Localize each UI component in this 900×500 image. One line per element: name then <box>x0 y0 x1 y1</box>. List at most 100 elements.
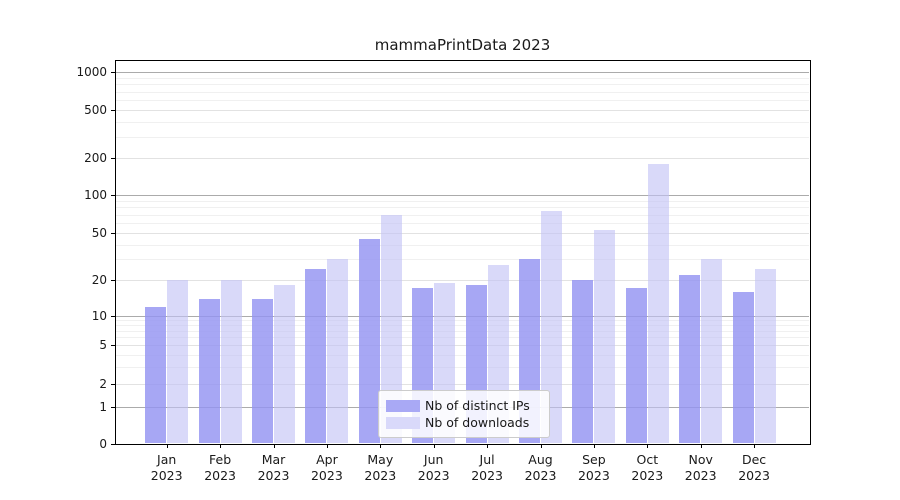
y-tick-label: 1000 <box>76 65 107 79</box>
gridline <box>116 280 809 281</box>
bar-downloads-sep <box>594 230 616 443</box>
gridline <box>116 233 809 235</box>
gridline <box>116 214 809 216</box>
x-tick-year: 2023 <box>684 468 717 483</box>
x-tick-year: 2023 <box>257 468 290 483</box>
x-tick-month: Nov <box>688 452 713 467</box>
x-tick-label-apr: Apr 2023 <box>295 452 359 484</box>
x-tick-mark <box>647 444 649 448</box>
legend-swatch-distinct-ips <box>386 400 420 412</box>
bar-downloads-may <box>380 214 402 443</box>
bar-ips-jan <box>145 306 167 443</box>
x-tick-label-jul: Jul 2023 <box>455 452 519 484</box>
bar-downloads-feb <box>220 280 242 443</box>
x-tick-label-may: May 2023 <box>348 452 412 484</box>
x-tick-mark <box>754 444 756 448</box>
x-tick-mark <box>593 444 595 448</box>
gridline <box>116 77 809 79</box>
x-tick-year: 2023 <box>524 468 557 483</box>
bar-downloads-mar <box>274 285 295 443</box>
x-tick-month: Oct <box>636 452 659 467</box>
bar-ips-mar <box>252 298 273 443</box>
x-tick-year: 2023 <box>738 468 770 483</box>
x-tick-year: 2023 <box>471 468 503 483</box>
y-tick-mark <box>111 195 115 196</box>
gridline <box>116 207 809 209</box>
x-tick-year: 2023 <box>150 468 183 483</box>
y-tick-label: 100 <box>84 188 107 202</box>
y-tick-label: 5 <box>99 338 107 352</box>
gridline <box>116 121 809 123</box>
bar-downloads-nov <box>701 259 723 443</box>
x-tick-month: May <box>367 452 394 467</box>
y-tick-label: 0 <box>99 437 107 451</box>
gridline <box>116 337 809 339</box>
y-tick-label: 20 <box>91 273 107 287</box>
gridline <box>116 110 809 111</box>
y-tick-label: 1 <box>99 400 107 414</box>
x-tick-label-nov: Nov 2023 <box>669 452 733 484</box>
x-tick-mark <box>220 444 222 448</box>
x-tick-month: Jun <box>423 452 444 467</box>
x-tick-mark <box>540 444 542 448</box>
x-tick-mark <box>433 444 435 448</box>
y-tick-mark <box>111 110 115 111</box>
legend-label-downloads: Nb of downloads <box>425 415 530 430</box>
bar-downloads-dec <box>754 268 776 443</box>
x-tick-label-dec: Dec 2023 <box>722 452 786 484</box>
bar-downloads-apr <box>327 259 349 443</box>
x-tick-month: Apr <box>316 452 338 467</box>
gridline <box>116 91 809 93</box>
gridline <box>116 366 809 368</box>
gridline <box>116 100 809 101</box>
x-tick-year: 2023 <box>577 468 610 483</box>
x-tick-mark <box>273 444 275 448</box>
bar-ips-apr <box>305 268 327 443</box>
bar-ips-may <box>358 238 380 443</box>
bar-ips-feb <box>198 298 220 443</box>
legend-label-distinct-ips: Nb of distinct IPs <box>425 398 530 413</box>
gridline <box>116 345 809 346</box>
x-tick-year: 2023 <box>364 468 397 483</box>
x-tick-label-jan: Jan 2023 <box>135 452 199 484</box>
y-tick-mark <box>111 384 115 386</box>
gridline <box>116 325 809 327</box>
bar-ips-sep <box>572 280 594 443</box>
x-tick-mark <box>700 444 702 448</box>
gridline <box>116 84 809 86</box>
x-tick-label-mar: Mar 2023 <box>242 452 306 484</box>
x-tick-month: Feb <box>209 452 232 467</box>
gridline <box>116 354 809 356</box>
x-tick-month: Sep <box>582 452 606 467</box>
x-tick-label-oct: Oct 2023 <box>615 452 679 484</box>
x-tick-month: Dec <box>741 452 767 467</box>
y-tick-mark <box>111 280 115 281</box>
x-tick-mark <box>487 444 489 448</box>
x-tick-year: 2023 <box>417 468 450 483</box>
bar-downloads-oct <box>647 164 669 443</box>
legend: Nb of distinct IPs Nb of downloads <box>378 390 550 438</box>
x-tick-month: Aug <box>528 452 553 467</box>
gridline <box>116 72 809 73</box>
x-tick-label-jun: Jun 2023 <box>402 452 466 484</box>
y-tick-label: 50 <box>91 226 107 241</box>
bar-downloads-aug <box>541 210 562 443</box>
x-tick-month: Mar <box>261 452 286 467</box>
y-tick-mark <box>111 72 115 73</box>
x-tick-label-aug: Aug 2023 <box>509 452 573 484</box>
y-tick-label: 2 <box>99 377 107 392</box>
y-tick-mark <box>111 444 115 445</box>
legend-swatch-downloads <box>386 417 420 429</box>
bar-ips-dec <box>732 291 754 443</box>
x-tick-year: 2023 <box>310 468 343 483</box>
x-tick-year: 2023 <box>204 468 236 483</box>
gridline <box>116 384 809 386</box>
x-tick-mark <box>326 444 328 448</box>
bar-downloads-jan <box>167 280 189 443</box>
y-tick-mark <box>111 345 115 346</box>
gridline <box>116 195 809 196</box>
y-tick-label: 10 <box>91 309 107 323</box>
gridline <box>116 330 809 332</box>
x-tick-month: Jul <box>479 452 495 467</box>
